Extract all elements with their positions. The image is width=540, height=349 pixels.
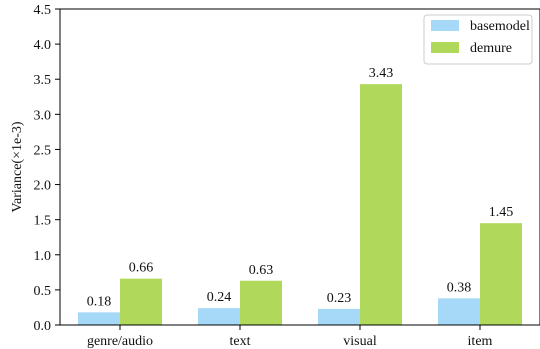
- y-tick-label: 2.0: [34, 179, 52, 194]
- y-tick-label: 0.0: [34, 319, 52, 334]
- legend-label-basemodel: basemodel: [470, 19, 530, 34]
- y-tick-label: 3.0: [34, 108, 52, 123]
- legend-label-demure: demure: [470, 41, 512, 56]
- bar-demure-1: [240, 280, 282, 325]
- x-tick-label: visual: [343, 334, 377, 349]
- data-label-demure-3: 1.45: [489, 205, 514, 220]
- bar-demure-0: [120, 278, 162, 325]
- data-label-basemodel-0: 0.18: [87, 294, 112, 309]
- data-label-basemodel-3: 0.38: [447, 280, 472, 295]
- bar-basemodel-1: [198, 308, 240, 325]
- bar-demure-2: [360, 84, 402, 325]
- data-label-basemodel-1: 0.24: [207, 290, 232, 305]
- legend-swatch-demure: [431, 42, 459, 53]
- bar-labels-layer: 0.18 0.66 0.24 0.63 0.23 3.43 0.38 1.45: [87, 66, 514, 309]
- data-label-demure-2: 3.43: [369, 66, 394, 81]
- y-axis: 0.0 0.5 1.0 1.5 2.0 2.5 3.0 3.5 4.0 4.5: [34, 3, 60, 334]
- legend: basemodel demure: [423, 14, 533, 65]
- data-label-demure-0: 0.66: [129, 261, 154, 276]
- x-axis: genre/audio text visual item: [87, 325, 493, 349]
- data-label-basemodel-2: 0.23: [327, 291, 352, 306]
- y-tick-label: 1.0: [34, 249, 52, 264]
- bar-basemodel-2: [318, 308, 360, 325]
- x-tick-label: genre/audio: [87, 334, 153, 349]
- x-tick-label: text: [230, 334, 251, 349]
- y-tick-label: 3.5: [34, 73, 52, 88]
- y-tick-label: 4.0: [34, 38, 52, 53]
- bar-basemodel-3: [438, 298, 480, 325]
- bar-basemodel-0: [78, 312, 120, 325]
- x-tick-label: item: [468, 334, 493, 349]
- bar-demure-3: [480, 223, 522, 325]
- plot-frame: [59, 8, 540, 326]
- y-axis-label: Variance(×1e-3): [10, 121, 25, 212]
- y-tick-label: 4.5: [34, 3, 52, 18]
- y-tick-label: 1.5: [34, 214, 52, 229]
- data-label-demure-1: 0.63: [249, 263, 274, 278]
- y-tick-label: 0.5: [34, 284, 52, 299]
- legend-swatch-basemodel: [431, 20, 459, 31]
- bars-layer: [78, 84, 522, 325]
- y-tick-label: 2.5: [34, 143, 52, 158]
